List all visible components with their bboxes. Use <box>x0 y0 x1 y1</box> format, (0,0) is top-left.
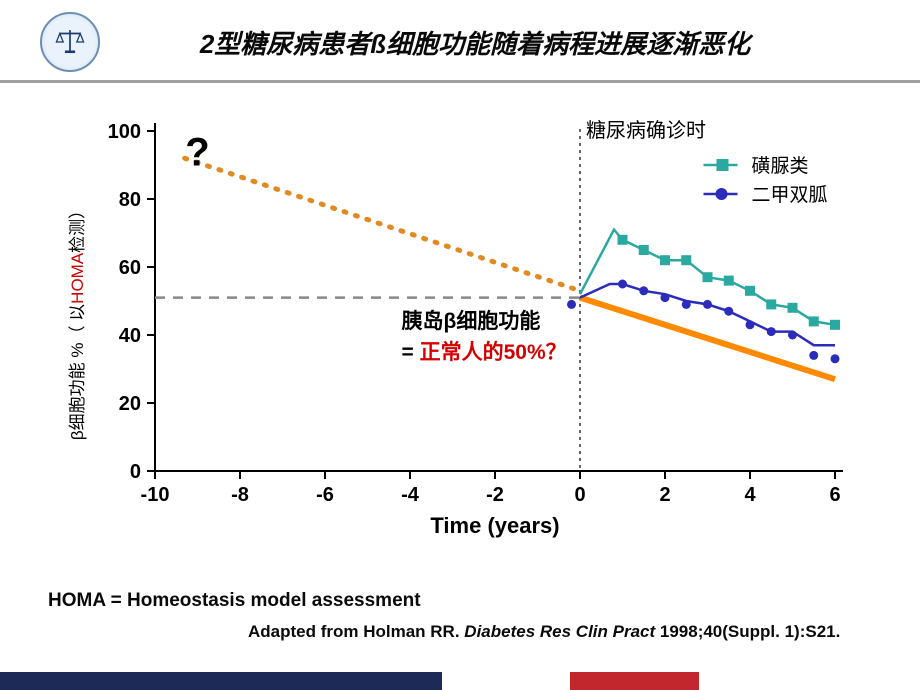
svg-text:Time (years): Time (years) <box>430 513 559 538</box>
svg-text:糖尿病确诊时: 糖尿病确诊时 <box>586 119 706 142</box>
svg-text:100: 100 <box>108 121 141 143</box>
citation-suffix: 1998;40(Suppl. 1):S21. <box>660 622 840 641</box>
svg-text:-2: -2 <box>486 484 504 506</box>
bottom-bar-segment <box>570 672 699 690</box>
logo-badge <box>40 12 100 72</box>
citation-prefix: Adapted from Holman RR. <box>248 622 464 641</box>
citation-journal: Diabetes Res Clin Pract <box>464 622 660 641</box>
header: 2型糖尿病患者ß细胞功能随着病程进展逐渐恶化 <box>0 0 920 83</box>
svg-text:二甲双胍: 二甲双胍 <box>752 184 828 206</box>
scales-icon <box>53 25 87 59</box>
svg-text:β细胞功能 %（ 以HOMA检测）: β细胞功能 %（ 以HOMA检测） <box>68 202 87 440</box>
footer-notes: HOMA = Homeostasis model assessment Adap… <box>48 590 840 642</box>
bottom-bar-segment <box>699 672 920 690</box>
svg-text:胰岛β细胞功能: 胰岛β细胞功能 <box>402 309 541 333</box>
svg-text:-8: -8 <box>231 484 249 506</box>
bottom-bar-segment <box>442 672 571 690</box>
svg-text:6: 6 <box>829 484 840 506</box>
svg-text:2: 2 <box>659 484 670 506</box>
svg-text:40: 40 <box>119 325 141 347</box>
svg-text:-6: -6 <box>316 484 334 506</box>
slide-title: 2型糖尿病患者ß细胞功能随着病程进展逐渐恶化 <box>100 24 890 61</box>
svg-text:20: 20 <box>119 393 141 415</box>
svg-text:磺脲类: 磺脲类 <box>752 155 809 177</box>
svg-text:4: 4 <box>744 484 756 506</box>
bottom-bar-segment <box>0 672 442 690</box>
beta-cell-chart: -10-8-6-4-20246020406080100Time (years)β… <box>45 111 875 551</box>
homa-definition: HOMA = Homeostasis model assessment <box>48 590 840 612</box>
svg-text:= 正常人的50%？: = 正常人的50%？ <box>402 340 567 364</box>
svg-text:0: 0 <box>574 484 585 506</box>
svg-text:0: 0 <box>130 461 141 483</box>
svg-text:?: ? <box>185 130 209 174</box>
svg-text:-10: -10 <box>141 484 170 506</box>
svg-text:60: 60 <box>119 257 141 279</box>
citation: Adapted from Holman RR. Diabetes Res Cli… <box>248 622 840 642</box>
bottom-bar <box>0 672 920 690</box>
svg-text:-4: -4 <box>401 484 420 506</box>
svg-text:80: 80 <box>119 189 141 211</box>
